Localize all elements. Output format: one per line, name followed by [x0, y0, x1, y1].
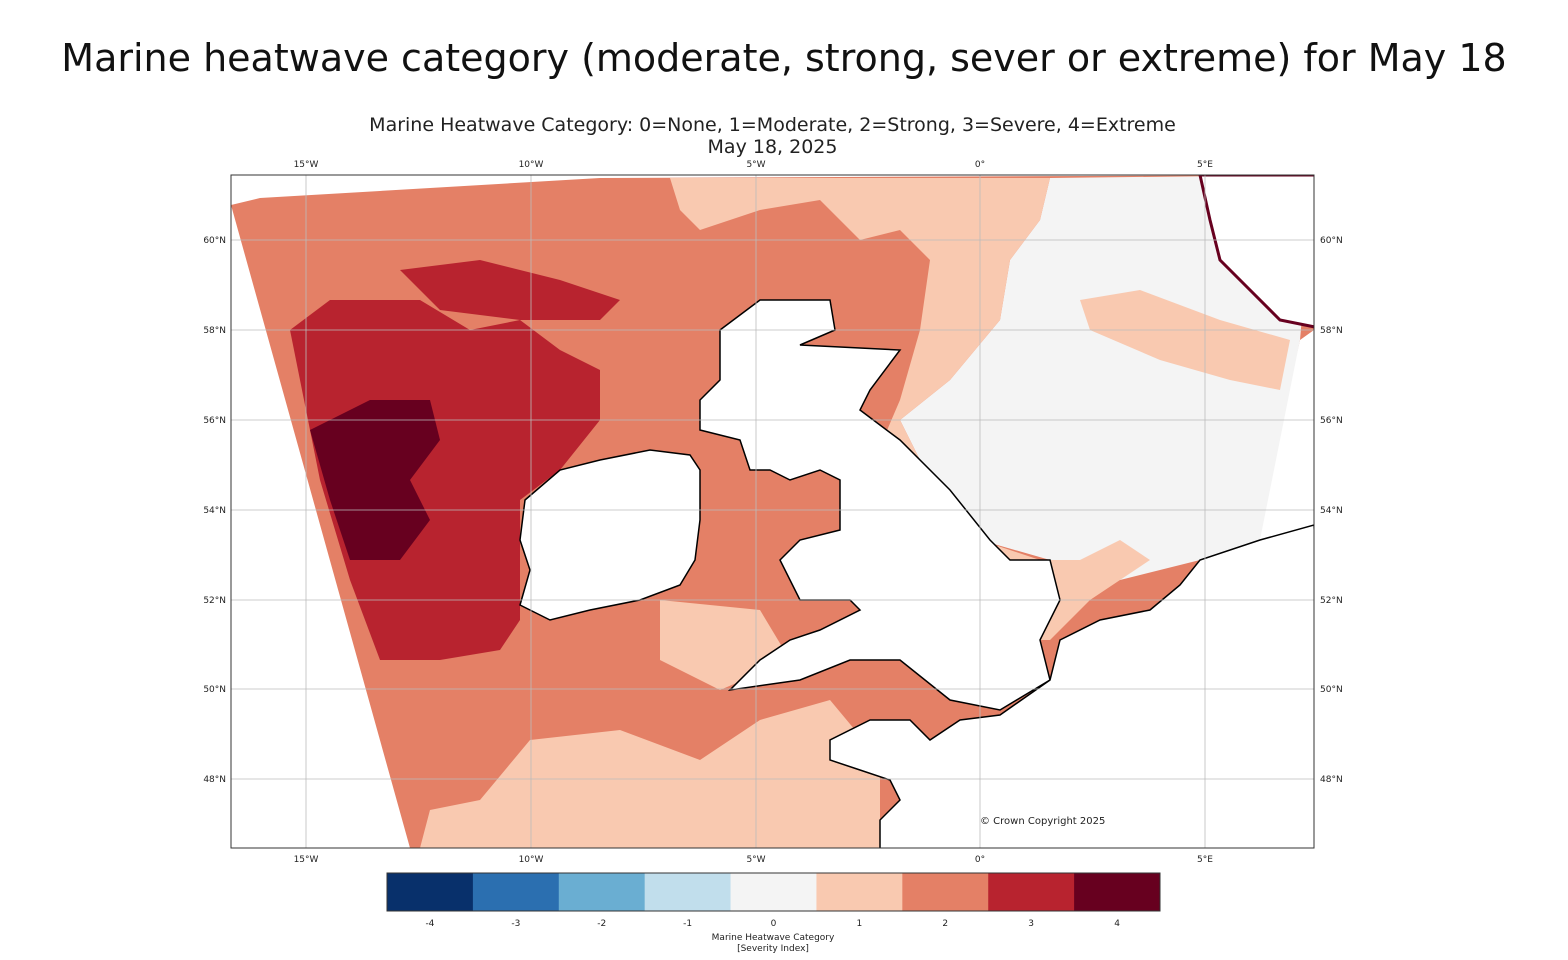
- lon-label-top: 10°W: [519, 160, 544, 170]
- copyright: © Crown Copyright 2025: [980, 816, 1105, 827]
- category-4-region: [310, 400, 440, 560]
- colorbar-label: Marine Heatwave Category: [712, 933, 835, 943]
- colorbar-tick: 1: [857, 919, 863, 929]
- map-title: Marine Heatwave Category: 0=None, 1=Mode…: [369, 114, 1176, 136]
- lat-label-right: 56°N: [1320, 416, 1343, 426]
- colorbar: -4 -3 -2 -1 0 1 2 3 4: [386, 872, 1161, 929]
- lon-label-top: 5°W: [746, 160, 765, 170]
- lat-label-left: 56°N: [203, 416, 226, 426]
- category-1-region: [670, 178, 1150, 640]
- lon-label-top: 5°E: [1197, 160, 1213, 170]
- lon-label-bottom: 5°E: [1197, 855, 1213, 865]
- category-1-region: [420, 700, 880, 848]
- land-norway: [1198, 175, 1314, 329]
- colorbar-swatch: [902, 873, 989, 911]
- lat-label-right: 52°N: [1320, 596, 1343, 606]
- lon-label-bottom: 10°W: [519, 855, 544, 865]
- colorbar-swatch: [816, 873, 903, 911]
- lat-label-right: 58°N: [1320, 326, 1343, 336]
- colorbar-tick: 4: [1114, 919, 1120, 929]
- lon-label-top: 15°W: [294, 160, 319, 170]
- colorbar-frame: [386, 872, 1161, 912]
- colorbar-tick: 0: [771, 919, 777, 929]
- land-ireland: [519, 449, 701, 621]
- colorbar-swatch: [558, 873, 646, 911]
- lat-label-left: 54°N: [203, 506, 226, 516]
- lat-label-left: 60°N: [203, 236, 226, 246]
- map-date: May 18, 2025: [707, 136, 838, 158]
- colorbar-tick: -4: [425, 919, 434, 929]
- colorbar-tick: -3: [511, 919, 520, 929]
- lat-label-left: 50°N: [203, 685, 226, 695]
- colorbar-swatch: [644, 873, 732, 911]
- map-frame: [230, 174, 1315, 849]
- page-title: Marine heatwave category (moderate, stro…: [61, 36, 1507, 80]
- gridlines: [231, 175, 1314, 848]
- colorbar-swatch: [988, 873, 1075, 911]
- colorbar-tick: 2: [942, 919, 948, 929]
- category-3-region: [400, 260, 620, 320]
- category-3-region: [290, 300, 600, 660]
- lon-label-bottom: 15°W: [294, 855, 319, 865]
- lon-label-bottom: 5°W: [746, 855, 765, 865]
- lon-label-bottom: 0°: [975, 855, 985, 865]
- category-1-region: [1080, 290, 1290, 390]
- colorbar-swatch: [387, 873, 474, 911]
- colorbar-tick: -1: [683, 919, 692, 929]
- lat-label-right: 48°N: [1320, 775, 1343, 785]
- lat-label-right: 54°N: [1320, 506, 1343, 516]
- colorbar-swatch: [1074, 873, 1161, 911]
- land-great-britain: [699, 299, 1061, 711]
- lat-label-left: 52°N: [203, 596, 226, 606]
- category-0-region: [900, 175, 1314, 580]
- lat-label-left: 58°N: [203, 326, 226, 336]
- colorbar-tick: -2: [597, 919, 606, 929]
- colorbar-swatch: [730, 873, 817, 911]
- lat-label-right: 60°N: [1320, 236, 1343, 246]
- colorbar-tick: 3: [1028, 919, 1034, 929]
- lon-label-top: 0°: [975, 160, 985, 170]
- colorbar-swatch: [472, 873, 560, 911]
- colorbar-units: [Severity Index]: [737, 944, 809, 954]
- lat-label-left: 48°N: [203, 775, 226, 785]
- lat-label-right: 50°N: [1320, 685, 1343, 695]
